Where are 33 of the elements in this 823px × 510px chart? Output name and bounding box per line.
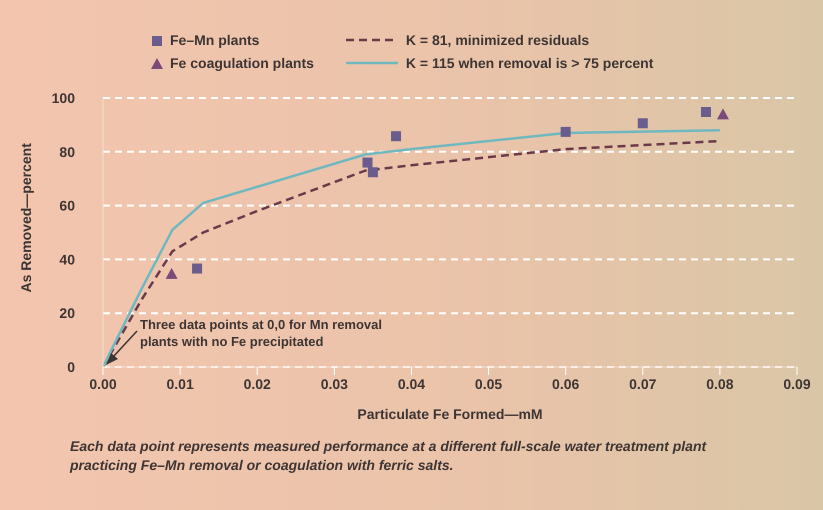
point [716, 108, 729, 120]
point [368, 167, 378, 178]
x-tick-label: 0.00 [89, 376, 117, 392]
x-tick-label: 0.01 [166, 376, 194, 392]
point [362, 158, 372, 168]
x-axis-title: Particulate Fe Formed—mM [357, 406, 543, 422]
point [638, 118, 648, 128]
x-tick-label: 0.05 [474, 376, 502, 392]
x-tick-label: 0.06 [552, 376, 580, 392]
point [391, 131, 402, 142]
x-tick-label: 0.02 [244, 376, 272, 392]
point [560, 126, 571, 137]
x-tick-label: 0.04 [398, 376, 426, 392]
y-tick-label: 0 [67, 358, 76, 375]
legend-label: K = 81, minimized residuals [406, 32, 590, 48]
point [166, 268, 178, 279]
y-tick-label: 20 [59, 305, 76, 322]
y-tick-label: 80 [59, 144, 76, 160]
legend-label: Fe coagulation plants [170, 54, 314, 70]
y-axis-title: As Removed—percent [18, 142, 34, 292]
point [701, 106, 712, 117]
x-tick-label: 0.07 [629, 376, 657, 392]
x-tick-label: 0.08 [706, 376, 734, 392]
y-tick-label: 40 [59, 251, 76, 268]
x-tick-label: 0.09 [783, 376, 811, 392]
point [192, 264, 202, 274]
x-tick-label: 0.03 [320, 376, 348, 392]
legend-label: Fe–Mn plants [170, 32, 260, 48]
y-tick-label: 100 [52, 90, 76, 106]
text: Each data point represents measured performance at a different full-scale water treatment plant practicing Fe–Mn removal or coagulation with ferric salts. [70, 437, 708, 475]
legend-label: K = 115 when removal is > 75 percent [406, 54, 654, 70]
y-tick-label: 60 [59, 198, 76, 214]
annotation: Three data points at 0,0 for Mn removal plants with no Fe precipitated [140, 316, 383, 350]
